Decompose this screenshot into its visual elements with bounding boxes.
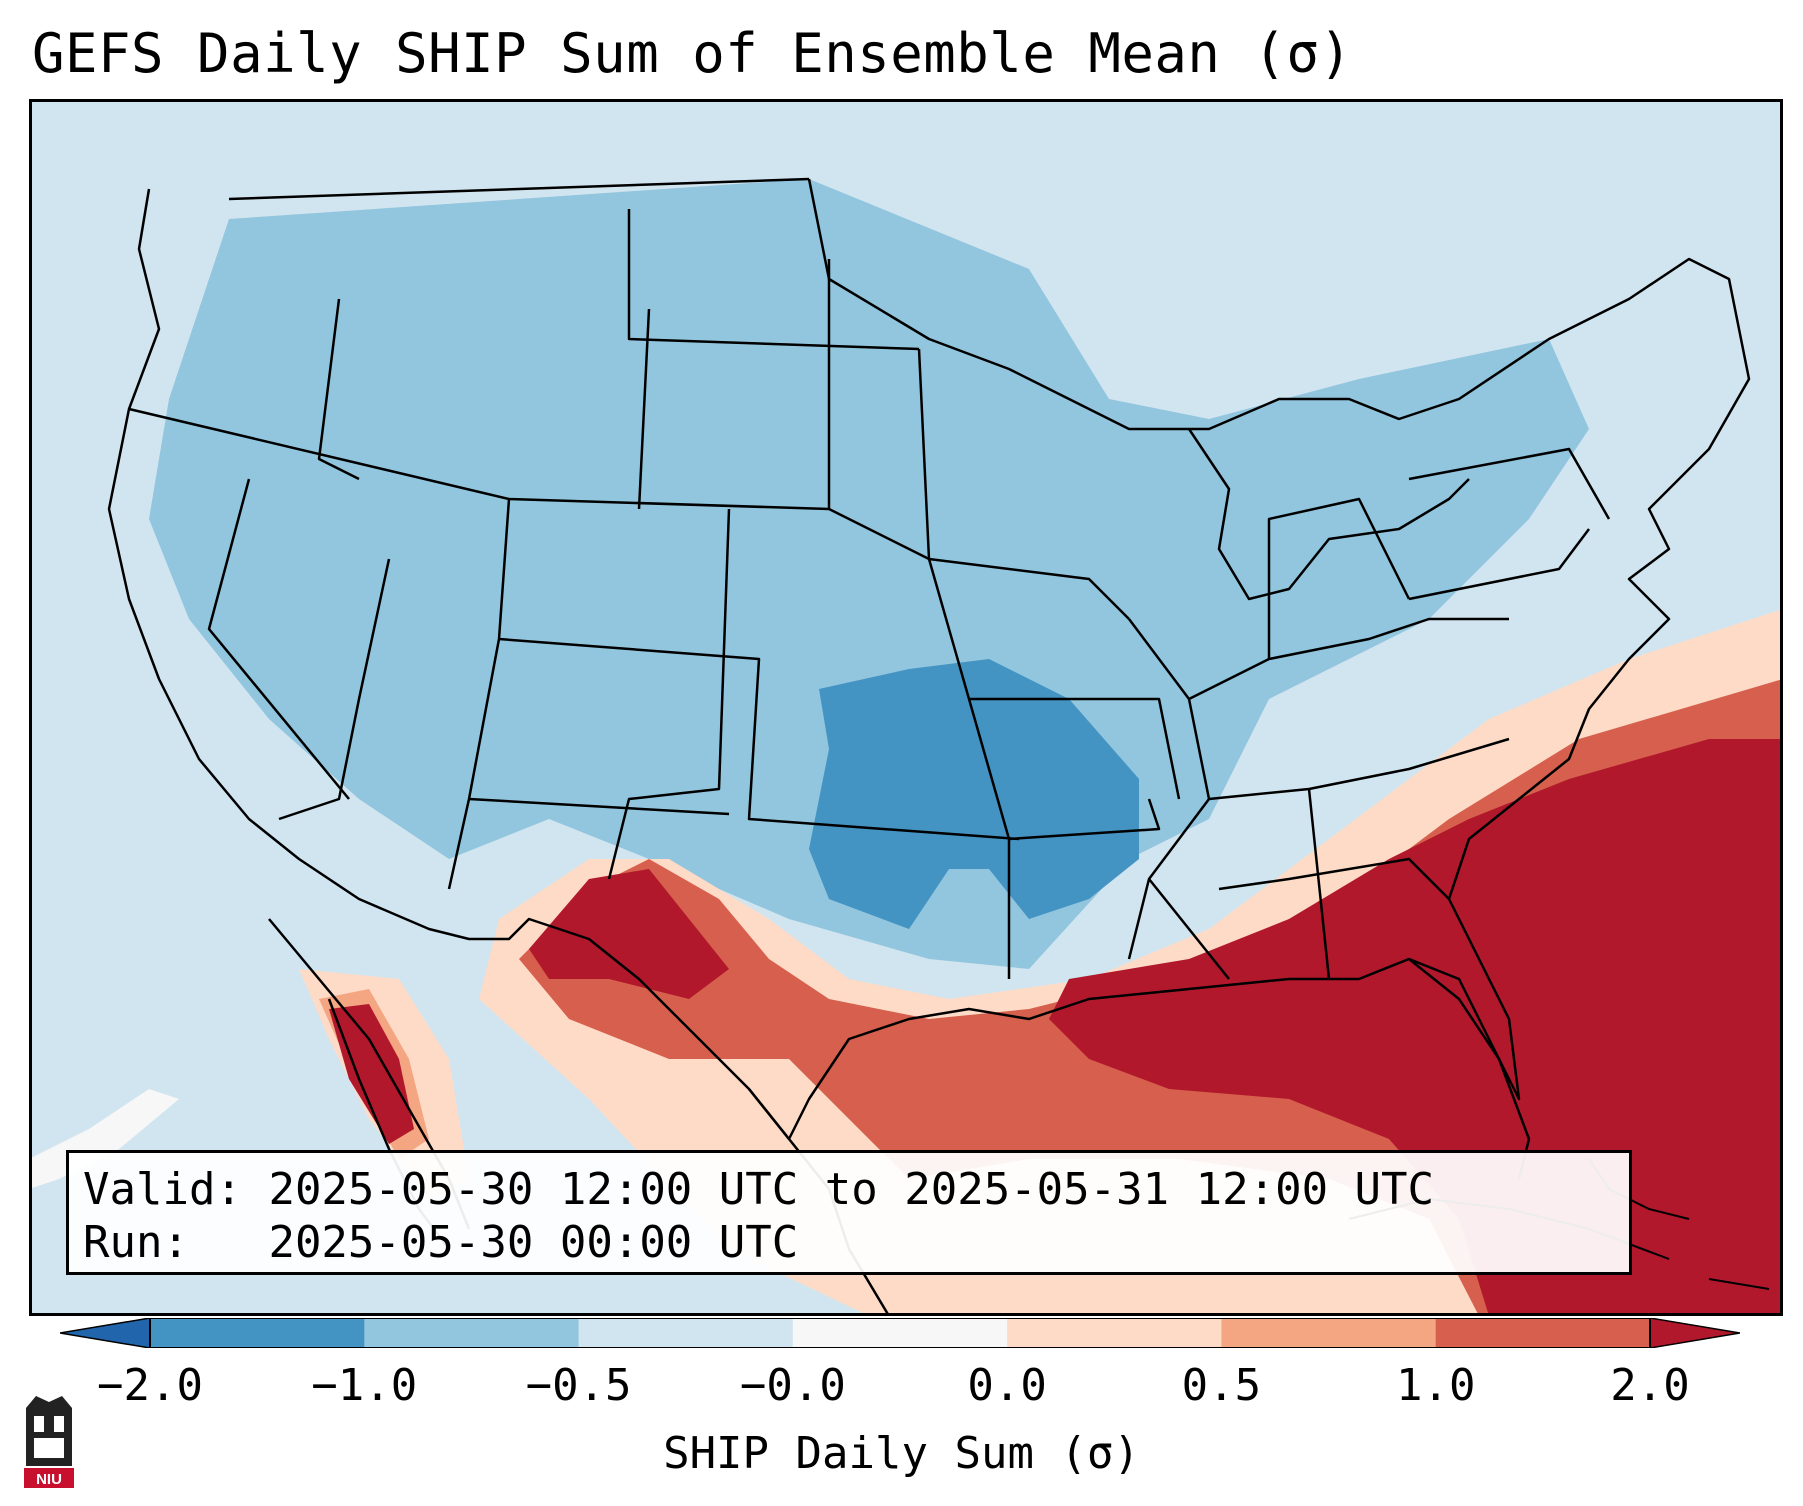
- colorbar-tick-label: 0.0: [967, 1360, 1047, 1411]
- colorbar-segment: [1007, 1318, 1222, 1348]
- colorbar-extend-low: [60, 1318, 151, 1348]
- colorbar-segment: [792, 1318, 1008, 1348]
- colorbar-segment: [578, 1318, 794, 1348]
- state-line-16: [1188, 617, 1509, 701]
- state-line-19: [1148, 878, 1230, 980]
- anomaly-region-strong-negative: [809, 659, 1139, 929]
- anomaly-region-strong-positive-mexico: [329, 1004, 414, 1144]
- state-line-12: [917, 348, 1130, 620]
- valid-label: Valid:: [83, 1164, 242, 1215]
- state-line-17: [1208, 737, 1510, 801]
- colorbar-tick-label: −2.0: [97, 1360, 203, 1411]
- state-line-7: [468, 797, 730, 816]
- state-line-4: [207, 478, 350, 800]
- map-frame: [29, 99, 1783, 1316]
- colorbar-label: SHIP Daily Sum (σ): [663, 1428, 1140, 1479]
- us-outline: [107, 178, 1751, 1141]
- great-lakes: [1187, 428, 1470, 601]
- state-line-8: [607, 508, 731, 880]
- run-label: Run:: [83, 1217, 189, 1268]
- canada-line: [228, 177, 810, 201]
- state-line-23: [1408, 447, 1611, 520]
- run-time: 2025-05-30 00:00 UTC: [268, 1217, 799, 1268]
- colorbar-tick-label: 2.0: [1610, 1360, 1690, 1411]
- colorbar-tick-label: −0.0: [739, 1360, 846, 1411]
- valid-time-range: 2025-05-30 12:00 UTC to 2025-05-31 12:00…: [268, 1164, 1435, 1215]
- colorbar: [60, 1318, 1740, 1348]
- state-line-21: [1267, 497, 1411, 659]
- niu-logo: NIU: [24, 1396, 74, 1488]
- chart-title: GEFS Daily SHIP Sum of Ensemble Mean (σ): [32, 22, 1353, 85]
- state-line-13: [969, 697, 1181, 800]
- hispaniola: [1708, 1278, 1770, 1290]
- state-line-5: [447, 498, 511, 890]
- colorbar-segments: [150, 1318, 1651, 1348]
- state-line-10: [637, 308, 651, 510]
- niu-logo-text: NIU: [36, 1471, 62, 1488]
- colorbar-tick-label: 0.5: [1181, 1360, 1262, 1411]
- map-panel[interactable]: [29, 99, 1783, 1316]
- valid-run-info-box: Valid: 2025-05-30 12:00 UTC to 2025-05-3…: [66, 1150, 1632, 1275]
- state-line-20: [1307, 788, 1331, 980]
- colorbar-outline: [149, 1318, 1651, 1348]
- colorbar-segment: [1221, 1318, 1437, 1348]
- state-line-3: [278, 558, 391, 821]
- anomaly-region-moderate-negative: [149, 179, 1589, 969]
- state-line-22: [1408, 528, 1590, 601]
- colorbar-tick-label: −1.0: [311, 1360, 418, 1411]
- state-line-6: [498, 637, 1020, 841]
- colorbar-segment: [1435, 1318, 1651, 1348]
- colorbar-tick-label: −0.5: [525, 1360, 632, 1411]
- colorbar-segment: [150, 1318, 365, 1348]
- anomaly-region-strong-positive-texas: [529, 869, 729, 999]
- state-line-2: [317, 298, 360, 481]
- state-line-14: [1008, 798, 1161, 841]
- colorbar-extend-high: [1649, 1318, 1740, 1348]
- colorbar-segment: [364, 1318, 580, 1348]
- state-line-18: [1218, 857, 1450, 900]
- state-line-11: [627, 209, 920, 351]
- colorbar-tick-label: 1.0: [1395, 1360, 1476, 1411]
